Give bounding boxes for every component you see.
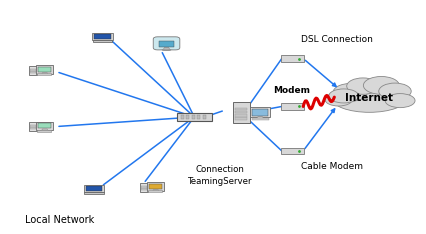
Ellipse shape [157, 40, 175, 50]
FancyBboxPatch shape [36, 66, 53, 73]
FancyBboxPatch shape [30, 127, 36, 129]
FancyBboxPatch shape [235, 108, 247, 110]
Text: DSL Connection: DSL Connection [300, 35, 372, 44]
Text: Cable Modem: Cable Modem [300, 162, 362, 171]
FancyBboxPatch shape [250, 107, 270, 117]
FancyBboxPatch shape [202, 115, 205, 119]
FancyBboxPatch shape [235, 114, 247, 117]
Text: Modem: Modem [273, 86, 310, 95]
FancyBboxPatch shape [159, 41, 173, 47]
FancyBboxPatch shape [92, 33, 112, 40]
FancyBboxPatch shape [141, 188, 147, 190]
Polygon shape [42, 129, 48, 130]
FancyBboxPatch shape [139, 183, 148, 192]
FancyBboxPatch shape [147, 190, 162, 192]
FancyBboxPatch shape [197, 115, 200, 119]
Ellipse shape [363, 77, 398, 94]
FancyBboxPatch shape [29, 66, 37, 75]
FancyBboxPatch shape [38, 123, 51, 128]
Ellipse shape [332, 84, 366, 101]
Ellipse shape [324, 93, 351, 106]
Ellipse shape [384, 94, 414, 108]
Text: Connection
TeamingServer: Connection TeamingServer [187, 165, 252, 186]
FancyBboxPatch shape [30, 125, 36, 127]
FancyBboxPatch shape [280, 103, 303, 110]
FancyBboxPatch shape [235, 111, 247, 113]
FancyBboxPatch shape [29, 122, 37, 131]
FancyBboxPatch shape [176, 113, 212, 121]
FancyBboxPatch shape [153, 37, 179, 50]
FancyBboxPatch shape [280, 147, 303, 154]
FancyBboxPatch shape [38, 67, 51, 72]
Ellipse shape [328, 89, 358, 103]
FancyBboxPatch shape [149, 184, 162, 189]
FancyBboxPatch shape [251, 118, 268, 120]
FancyBboxPatch shape [30, 69, 36, 71]
FancyBboxPatch shape [92, 40, 112, 42]
FancyBboxPatch shape [180, 115, 183, 119]
Polygon shape [42, 73, 48, 74]
Polygon shape [153, 190, 158, 191]
Ellipse shape [378, 83, 410, 99]
Ellipse shape [331, 84, 406, 112]
Ellipse shape [346, 78, 378, 94]
FancyBboxPatch shape [141, 186, 147, 188]
FancyBboxPatch shape [94, 34, 111, 39]
FancyBboxPatch shape [84, 192, 104, 194]
FancyBboxPatch shape [30, 71, 36, 73]
FancyBboxPatch shape [186, 115, 189, 119]
FancyBboxPatch shape [280, 55, 303, 62]
Text: Internet: Internet [345, 93, 392, 103]
FancyBboxPatch shape [85, 186, 102, 191]
Polygon shape [256, 117, 263, 118]
FancyBboxPatch shape [37, 73, 52, 75]
FancyBboxPatch shape [147, 183, 164, 190]
FancyBboxPatch shape [232, 102, 249, 123]
FancyBboxPatch shape [83, 185, 104, 192]
FancyBboxPatch shape [37, 130, 52, 132]
Polygon shape [163, 48, 170, 50]
FancyBboxPatch shape [252, 109, 268, 116]
FancyBboxPatch shape [191, 115, 194, 119]
Ellipse shape [162, 49, 170, 51]
FancyBboxPatch shape [235, 117, 247, 120]
FancyBboxPatch shape [36, 122, 53, 130]
Text: Local Network: Local Network [25, 215, 94, 225]
